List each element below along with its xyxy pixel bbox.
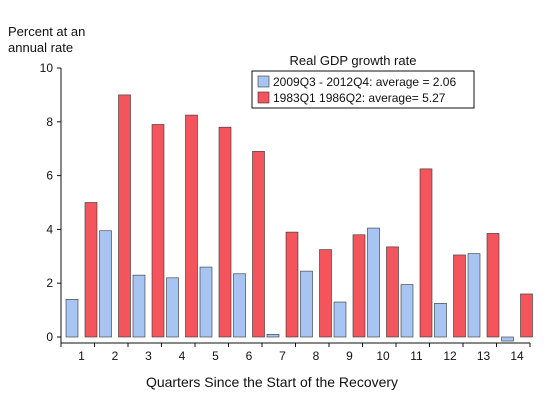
- legend-swatch-2009: [257, 75, 270, 88]
- y-tick-label: 10: [40, 61, 54, 75]
- bar-1983-series: [453, 254, 466, 338]
- bar-1983-series: [151, 124, 165, 338]
- x-tick-label: 11: [410, 349, 423, 363]
- bar-1983-series: [185, 114, 198, 338]
- bar-1983-series: [218, 126, 232, 338]
- bar-1983-series: [319, 249, 332, 338]
- bar-1983-series: [118, 94, 131, 338]
- x-tick-label: 5: [212, 349, 219, 363]
- y-tick-label: 0: [46, 330, 53, 344]
- bar-2009-series: [501, 336, 514, 342]
- bar-2009-series: [400, 284, 414, 338]
- x-axis-label: Quarters Since the Start of the Recovery: [146, 374, 398, 390]
- y-tick-label: 4: [46, 222, 53, 236]
- x-tick-label: 2: [112, 349, 119, 363]
- legend-label-2009: 2009Q3 - 2012Q4: average = 2.06: [273, 75, 456, 89]
- bar-1983-series: [419, 168, 433, 338]
- bar-1983-series: [520, 293, 533, 338]
- bar-2009-series: [166, 277, 179, 338]
- legend: 2009Q3 - 2012Q4: average = 2.06 1983Q1 1…: [251, 70, 475, 109]
- bar-1983-series: [285, 231, 299, 338]
- chart-title: Real GDP growth rate: [290, 53, 417, 68]
- x-tick-label: 10: [376, 349, 390, 363]
- bar-2009-series: [367, 227, 380, 338]
- bar-2009-series: [132, 274, 146, 338]
- bar-2009-series: [266, 334, 280, 338]
- x-tick-label: 9: [346, 349, 353, 363]
- legend-box: [251, 70, 475, 109]
- x-tick-label: 13: [477, 349, 491, 363]
- bar-2009-series: [434, 303, 447, 338]
- bar-2009-series: [65, 299, 79, 338]
- bar-2009-series: [300, 270, 313, 338]
- x-tick-label: 4: [179, 349, 186, 363]
- legend-swatch-1983: [257, 91, 270, 104]
- bar-2009-series: [333, 301, 347, 338]
- x-ticks: 1 2 3 4 5 6 7 8 9 10 11 12 13 14: [60, 343, 531, 363]
- legend-label-1983: 1983Q1 1986Q2: average= 5.27: [273, 91, 446, 105]
- y-tick-label: 6: [46, 169, 53, 183]
- x-tick-label: 14: [510, 349, 524, 363]
- x-tick-label: 8: [313, 349, 320, 363]
- bar-2009-series: [233, 273, 246, 338]
- y-ticks: 0 2 4 6 8 10: [40, 61, 61, 344]
- bar-1983-series: [252, 151, 265, 338]
- bar-2009-series: [99, 230, 112, 338]
- bar-2009-series: [467, 253, 481, 338]
- bar-1983-series: [486, 233, 500, 338]
- bar-1983-series: [386, 246, 399, 338]
- bars-layer: [65, 94, 533, 342]
- x-tick-label: 7: [279, 349, 286, 363]
- bar-1983-series: [84, 202, 98, 338]
- bar-1983-series: [352, 234, 366, 338]
- x-tick-label: 3: [145, 349, 152, 363]
- y-axis-label-line-1: Percent at an annual rate: [8, 24, 85, 55]
- bar-2009-series: [199, 266, 213, 338]
- x-tick-label: 1: [78, 349, 85, 363]
- y-tick-label: 2: [46, 276, 53, 290]
- y-tick-label: 8: [46, 115, 53, 129]
- x-tick-label: 6: [246, 349, 253, 363]
- x-tick-label: 12: [443, 349, 457, 363]
